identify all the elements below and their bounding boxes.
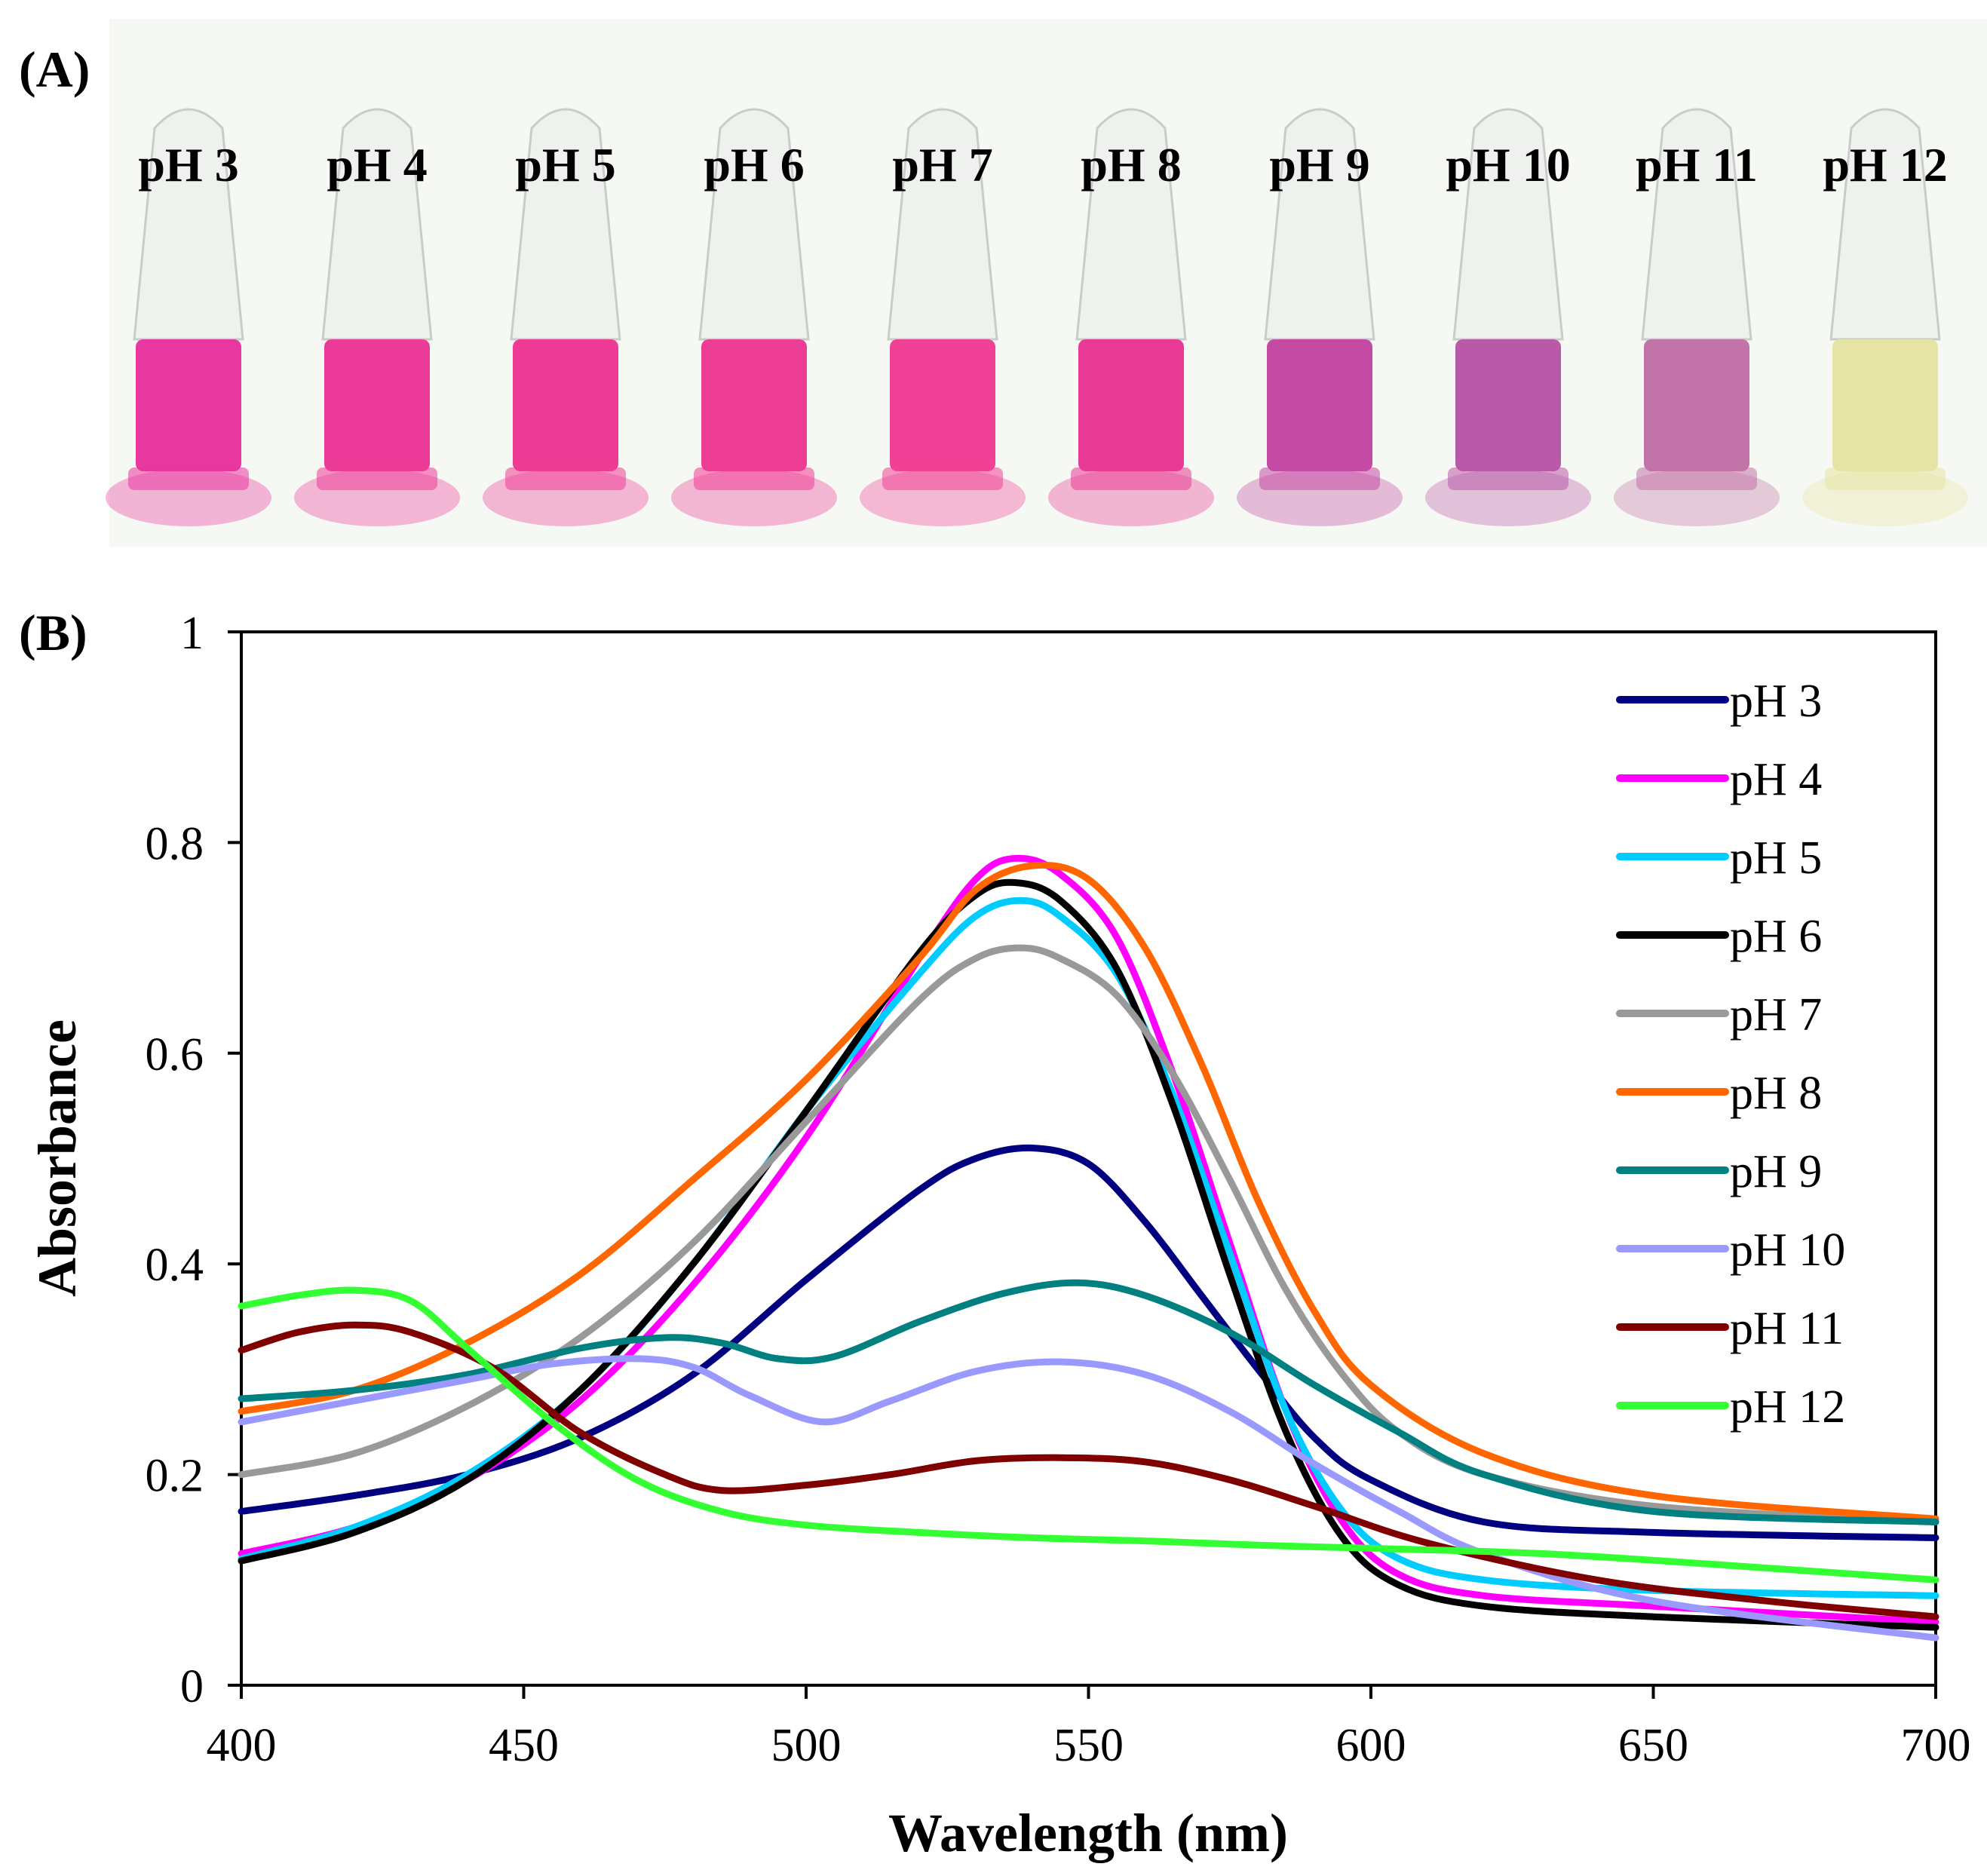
tube-label: pH 3 — [138, 138, 238, 192]
tube-body — [1829, 108, 1941, 341]
tube-rim — [882, 467, 1003, 490]
tube-liquid — [890, 339, 995, 471]
tube-body — [321, 108, 433, 341]
series-group — [238, 854, 1939, 1642]
x-tick-label: 700 — [1901, 1720, 1971, 1771]
x-tick-label: 400 — [207, 1720, 277, 1771]
tube-liquid — [324, 339, 430, 471]
x-tick-label: 600 — [1336, 1720, 1406, 1771]
tube-rim — [317, 467, 437, 490]
tube-body — [510, 108, 621, 341]
tube-label: pH 12 — [1823, 138, 1947, 192]
y-tick-label: 0.2 — [146, 1451, 204, 1502]
tube: pH 9 — [1237, 108, 1403, 526]
tube: pH 11 — [1614, 108, 1780, 526]
tubes-group: pH 3 pH 4 pH 5 pH 6 pH 7 pH 8 pH 9 pH 10 pH 11 pH… — [106, 108, 1968, 526]
panel-a-photo: pH 3 pH 4 pH 5 pH 6 pH 7 pH 8 pH 9 pH 10 pH 11 pH… — [106, 19, 1987, 547]
legend-label: pH 5 — [1730, 832, 1822, 884]
y-tick-label: 0.6 — [146, 1029, 204, 1081]
tube-label: pH 7 — [892, 138, 992, 192]
y-tick-label: 0 — [180, 1661, 204, 1712]
series-line — [238, 878, 1939, 1631]
absorbance-chart: 0 0.2 0.4 0.6 0.8 1 400 450 500 550 600 650 700 pH … — [27, 608, 1971, 1863]
x-tick-label: 650 — [1618, 1720, 1688, 1771]
tube-liquid — [701, 339, 807, 471]
tube: pH 5 — [483, 108, 649, 526]
tube-body — [133, 108, 244, 341]
series-line — [238, 1286, 1939, 1583]
series-line — [238, 854, 1939, 1626]
tube-rim — [505, 467, 626, 490]
tube-rim — [1071, 467, 1191, 490]
tube: pH 12 — [1802, 108, 1968, 526]
tube: pH 10 — [1425, 108, 1591, 526]
tube-liquid — [1455, 339, 1561, 471]
tube-rim — [1259, 467, 1380, 490]
legend-label: pH 11 — [1730, 1303, 1844, 1354]
tube-liquid — [136, 339, 241, 471]
x-tick-label: 450 — [489, 1720, 559, 1771]
tube-label: pH 9 — [1269, 138, 1369, 192]
y-tick-label: 0.4 — [146, 1240, 204, 1291]
tube-body — [887, 108, 998, 341]
y-axis-title: Absorbance — [27, 1019, 87, 1297]
x-tick-label: 500 — [771, 1720, 842, 1771]
tube-rim — [1636, 467, 1757, 490]
legend-label: pH 9 — [1730, 1146, 1822, 1197]
tube-label: pH 4 — [327, 138, 427, 192]
panel-b-label: (B) — [19, 604, 87, 661]
tube-rim — [694, 467, 814, 490]
y-tick-label: 0.8 — [146, 818, 204, 869]
tube: pH 4 — [294, 108, 460, 526]
tube: pH 8 — [1048, 108, 1214, 526]
legend-label: pH 4 — [1730, 754, 1822, 805]
panel-a-label: (A) — [19, 41, 90, 98]
tube-rim — [1448, 467, 1568, 490]
plot-frame — [240, 630, 1937, 1687]
series-line — [238, 1321, 1939, 1620]
tube-liquid — [1267, 339, 1372, 471]
tube-body — [1452, 108, 1564, 341]
tube-liquid — [1644, 339, 1749, 471]
tube: pH 7 — [860, 108, 1026, 526]
tube-body — [1641, 108, 1752, 341]
x-axis-title: Wavelength (nm) — [888, 1803, 1288, 1863]
legend-label: pH 8 — [1730, 1068, 1822, 1119]
legend-label: pH 12 — [1730, 1381, 1845, 1433]
tube-liquid — [1078, 339, 1184, 471]
tube-label: pH 8 — [1081, 138, 1181, 192]
series-line — [238, 1279, 1939, 1525]
y-tick-label: 1 — [180, 608, 204, 659]
legend-label: pH 6 — [1730, 911, 1822, 962]
tube-body — [698, 108, 810, 341]
tube-label: pH 10 — [1446, 138, 1570, 192]
x-axis-ticks: 400 450 500 550 600 650 700 — [207, 1685, 1971, 1771]
tube-label: pH 5 — [515, 138, 615, 192]
tube: pH 3 — [106, 108, 271, 526]
x-tick-label: 550 — [1053, 1720, 1124, 1771]
legend-label: pH 7 — [1730, 989, 1822, 1041]
series-line — [238, 1144, 1939, 1541]
legend: pH 3 pH 4 pH 5 pH 6 pH 7 pH 8 pH 9 pH 10 pH 11 pH… — [1616, 676, 1845, 1433]
tube: pH 6 — [671, 108, 837, 526]
tube-body — [1075, 108, 1187, 341]
tube-liquid — [513, 339, 618, 471]
y-axis-ticks: 0 0.2 0.4 0.6 0.8 1 — [146, 608, 241, 1712]
tube-body — [1264, 108, 1375, 341]
tube-rim — [1825, 467, 1946, 490]
tube-label: pH 6 — [704, 138, 804, 192]
legend-label: pH 3 — [1730, 676, 1822, 727]
legend-label: pH 10 — [1730, 1225, 1845, 1276]
tube-liquid — [1832, 339, 1938, 471]
tube-rim — [128, 467, 249, 490]
tube-label: pH 11 — [1636, 138, 1758, 192]
series-line — [238, 861, 1939, 1522]
